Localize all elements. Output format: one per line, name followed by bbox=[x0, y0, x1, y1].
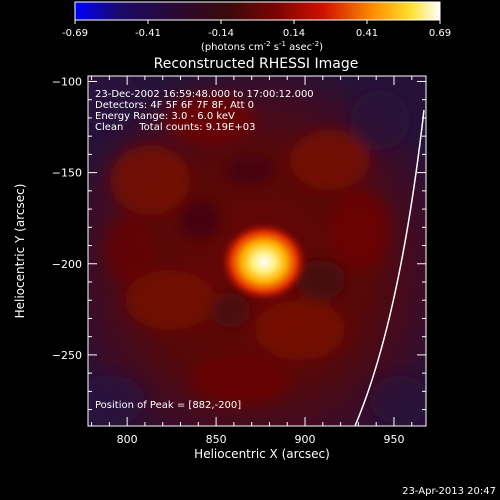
annotation-energy-range: Energy Range: 3.0 - 6.0 keV bbox=[95, 111, 235, 122]
x-tick-label: 950 bbox=[383, 433, 404, 446]
colorbar-tick-label: -0.69 bbox=[62, 28, 88, 39]
heatmap-image bbox=[88, 76, 426, 426]
annotation-detectors: Detectors: 4F 5F 6F 7F 8F, Att 0 bbox=[95, 100, 254, 111]
y-axis-tick-labels: −100 −150 −200 −250 bbox=[52, 75, 82, 361]
x-axis-ticks bbox=[91, 76, 413, 426]
x-tick-label: 800 bbox=[117, 433, 138, 446]
colorbar-tick-label: -0.41 bbox=[135, 28, 161, 39]
annotation-total-counts: Clean Total counts: 9.19E+03 bbox=[95, 122, 255, 133]
y-tick-label: −200 bbox=[52, 258, 82, 271]
x-axis-tick-labels: 800 850 900 950 bbox=[117, 433, 405, 446]
colorbar-tick-label: -0.14 bbox=[208, 28, 234, 39]
annotation-time-range: 23-Dec-2002 16:59:48.000 to 17:00:12.000 bbox=[95, 89, 314, 100]
colorbar bbox=[74, 1, 441, 21]
colorbar-unit: (photons cm-2 s-1 asec-2) bbox=[201, 40, 323, 53]
colorbar-ticks bbox=[74, 20, 441, 24]
y-tick-label: −150 bbox=[52, 167, 82, 180]
x-tick-label: 850 bbox=[206, 433, 227, 446]
x-tick-label: 900 bbox=[295, 433, 316, 446]
annotation-peak-position: Position of Peak = [882,-200] bbox=[95, 400, 241, 411]
colorbar-tick-label: 0.69 bbox=[429, 28, 451, 39]
y-tick-label: −250 bbox=[52, 349, 82, 362]
y-axis-ticks bbox=[88, 80, 426, 411]
footer-timestamp: 23-Apr-2013 20:47 bbox=[402, 486, 496, 497]
x-axis-label: Heliocentric X (arcsec) bbox=[194, 447, 330, 461]
solar-limb bbox=[354, 109, 425, 426]
colorbar-tick-label: 0.41 bbox=[356, 28, 378, 39]
y-tick-label: −100 bbox=[52, 75, 82, 88]
chart-title: Reconstructed RHESSI Image bbox=[154, 56, 359, 72]
colorbar-tick-label: 0.14 bbox=[283, 28, 305, 39]
y-axis-label: Heliocentric Y (arcsec) bbox=[13, 184, 27, 319]
plot-frame bbox=[87, 75, 427, 427]
flare-peak bbox=[220, 222, 308, 302]
